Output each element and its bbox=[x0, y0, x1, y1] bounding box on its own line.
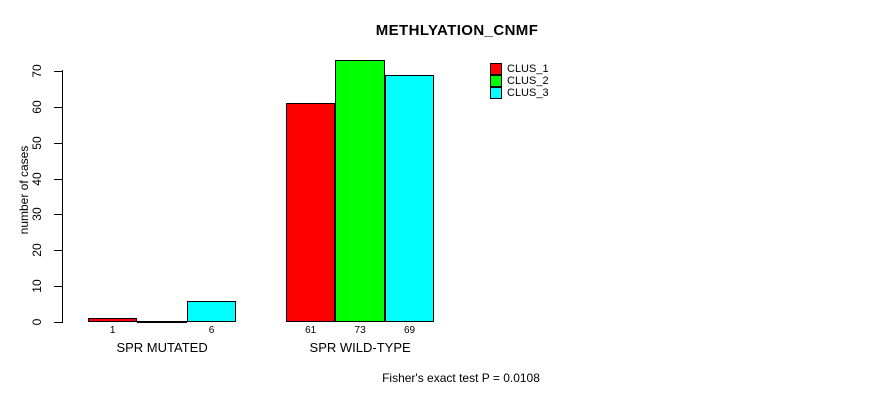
bar-value-label: 1 bbox=[109, 325, 116, 336]
y-tick bbox=[54, 286, 62, 288]
y-tick bbox=[54, 214, 62, 216]
bar bbox=[384, 74, 435, 322]
bar bbox=[186, 300, 237, 322]
legend-row: CLUS_3 bbox=[490, 87, 549, 99]
legend-label: CLUS_2 bbox=[507, 75, 549, 87]
x-category-label: SPR MUTATED bbox=[116, 340, 208, 355]
y-axis-label: number of cases bbox=[17, 145, 31, 235]
y-tick-label: 20 bbox=[30, 243, 44, 257]
y-tick bbox=[54, 250, 62, 252]
chart-title: METHLYATION_CNMF bbox=[375, 22, 539, 39]
bar-value-label: 6 bbox=[208, 325, 215, 336]
y-tick-label: 70 bbox=[30, 64, 44, 78]
y-tick bbox=[54, 178, 62, 180]
legend: CLUS_1 CLUS_2 CLUS_3 bbox=[490, 63, 549, 99]
bar bbox=[137, 321, 187, 323]
y-tick-label: 30 bbox=[30, 207, 44, 222]
bar-value-label: 73 bbox=[354, 325, 366, 336]
bar-value-label: 69 bbox=[403, 325, 416, 336]
y-tick bbox=[54, 106, 62, 108]
bar bbox=[286, 103, 336, 322]
y-tick-label: 50 bbox=[30, 136, 44, 150]
legend-label: CLUS_1 bbox=[507, 63, 549, 75]
bar bbox=[88, 318, 138, 322]
y-tick-label: 0 bbox=[30, 318, 44, 326]
y-axis-line bbox=[62, 70, 63, 323]
legend-label: CLUS_3 bbox=[507, 87, 549, 99]
y-tick bbox=[54, 322, 62, 323]
legend-swatch bbox=[490, 75, 502, 87]
legend-row: CLUS_1 bbox=[490, 63, 549, 75]
y-tick-label: 10 bbox=[30, 279, 44, 293]
legend-row: CLUS_2 bbox=[490, 75, 549, 87]
y-tick bbox=[54, 71, 62, 72]
fisher-test-footnote: Fisher's exact test P = 0.0108 bbox=[382, 371, 540, 385]
y-tick bbox=[54, 142, 62, 144]
legend-swatch bbox=[490, 87, 502, 99]
legend-swatch bbox=[490, 63, 502, 75]
y-tick-label: 60 bbox=[30, 100, 44, 114]
y-tick-label: 40 bbox=[30, 171, 44, 186]
bar bbox=[335, 60, 385, 322]
bar-value-label: 61 bbox=[305, 325, 317, 336]
x-category-label: SPR WILD-TYPE bbox=[309, 340, 411, 355]
